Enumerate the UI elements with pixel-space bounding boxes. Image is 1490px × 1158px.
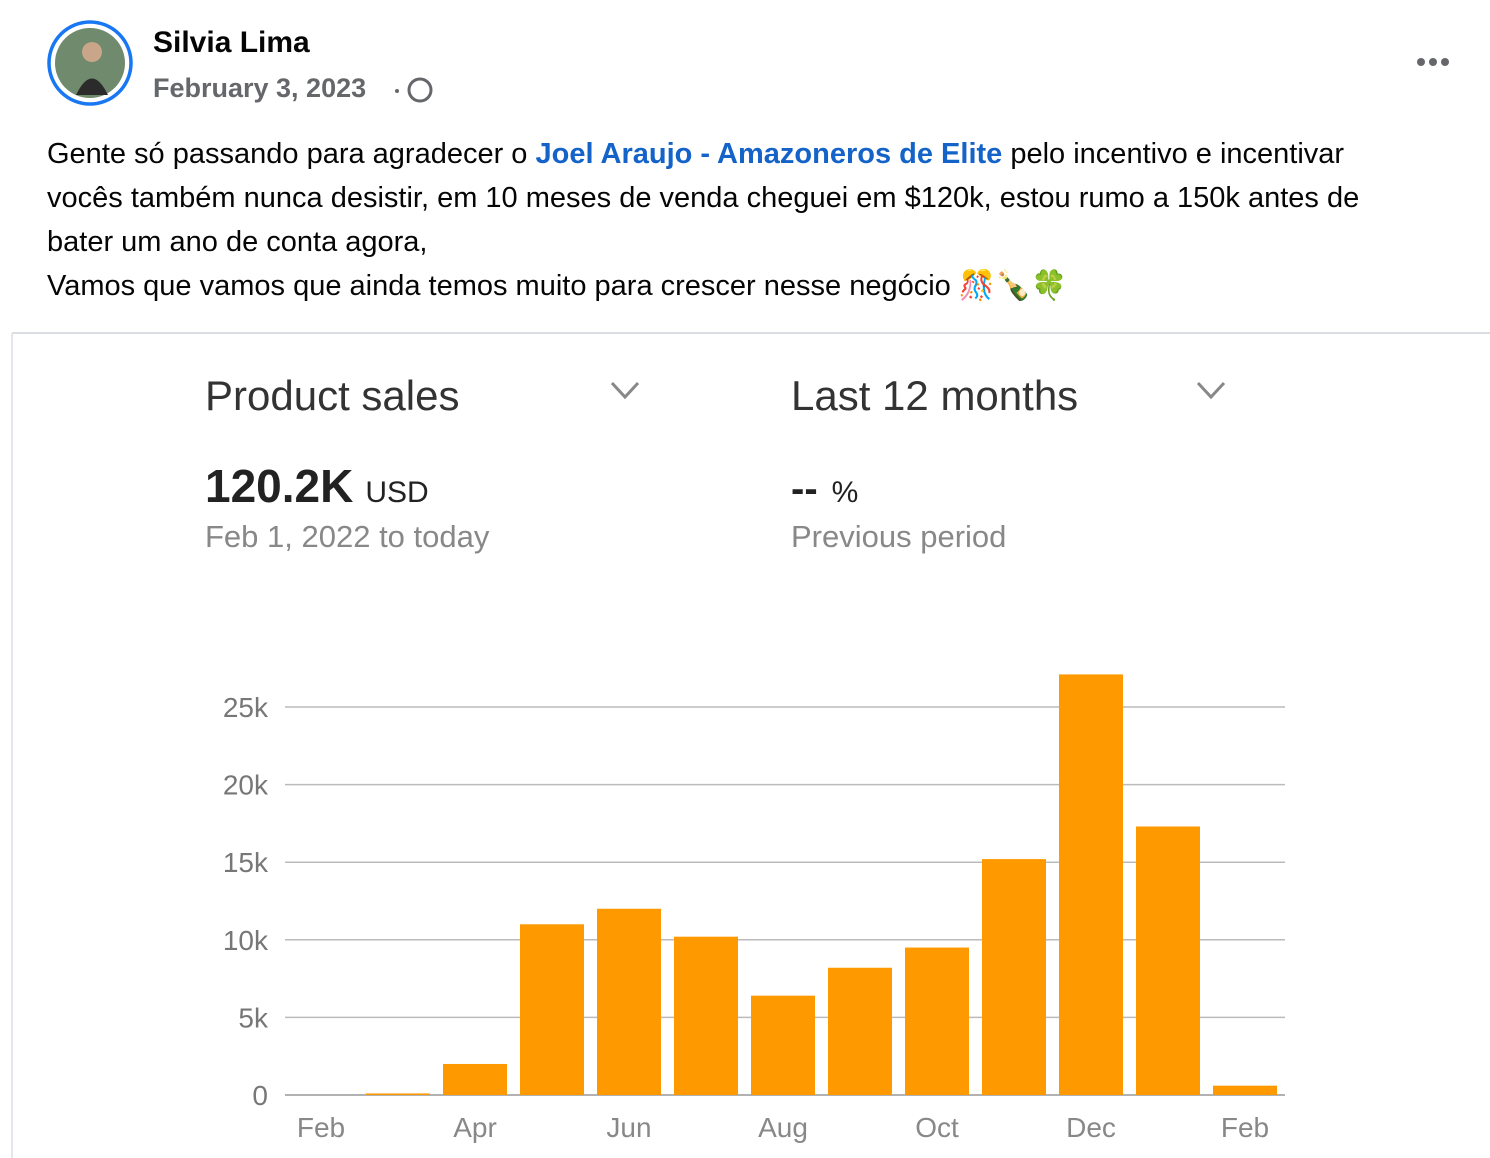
y-tick-label: 0: [252, 1080, 268, 1111]
author-name[interactable]: Silvia Lima: [153, 26, 310, 59]
more-menu: [1441, 58, 1449, 66]
avatar: [82, 42, 102, 62]
total-value: 120.2K: [205, 460, 353, 512]
y-tick-label: 10k: [223, 925, 269, 956]
bar: [1136, 826, 1200, 1095]
post-text: Vamos que vamos que ainda temos muito pa…: [47, 270, 1068, 302]
y-tick-label: 5k: [238, 1002, 269, 1033]
privacy-icon[interactable]: [407, 77, 433, 103]
avatar[interactable]: [55, 28, 125, 98]
bar: [366, 1093, 430, 1095]
post-date[interactable]: February 3, 2023: [153, 73, 367, 103]
x-tick-label: Dec: [1066, 1112, 1116, 1143]
post-text: Gente só passando para agradecer o Joel …: [47, 132, 1417, 308]
mention-link[interactable]: Joel Araujo - Amazoneros de Elite: [535, 138, 1003, 170]
x-tick-label: Jun: [606, 1112, 651, 1143]
post-text: Gente só passando para agradecer o: [47, 138, 536, 170]
bar: [597, 908, 661, 1095]
avatar-ring[interactable]: [47, 20, 133, 106]
metric-selector[interactable]: Product sales: [205, 372, 459, 419]
chevron[interactable]: [610, 381, 640, 400]
y-tick-label: 25k: [223, 692, 269, 723]
change-label: Previous period: [791, 519, 1006, 554]
chevron[interactable]: [1196, 381, 1226, 400]
total: 120.2K USD: [205, 460, 429, 512]
bar: [1059, 674, 1123, 1095]
bar: [443, 1063, 507, 1095]
change-unit: %: [832, 476, 859, 509]
bar: [828, 967, 892, 1095]
bar: [1213, 1085, 1277, 1095]
period-selector[interactable]: Last 12 months: [791, 372, 1078, 419]
change: --%: [791, 467, 858, 511]
more-menu: [1429, 58, 1437, 66]
bar: [982, 859, 1046, 1095]
total-unit: USD: [365, 476, 428, 509]
range-label: Feb 1, 2022 to today: [205, 519, 490, 554]
x-tick-label: Apr: [453, 1112, 497, 1143]
post-text: pelo incentivo e incentivar vocês também…: [47, 138, 1360, 258]
separator-dot: [395, 89, 399, 93]
bar: [674, 936, 738, 1095]
x-tick-label: Oct: [915, 1112, 959, 1143]
x-tick-label: Feb: [1221, 1112, 1269, 1143]
bar: [520, 924, 584, 1095]
avatar: [76, 78, 108, 95]
bar: [905, 947, 969, 1095]
x-tick-label: Feb: [297, 1112, 345, 1143]
more-menu[interactable]: [1417, 58, 1425, 66]
x-tick-label: Aug: [758, 1112, 808, 1143]
bar: [751, 995, 815, 1095]
change-value: --: [791, 467, 818, 511]
y-tick-label: 20k: [223, 770, 269, 801]
y-tick-label: 15k: [223, 847, 269, 878]
